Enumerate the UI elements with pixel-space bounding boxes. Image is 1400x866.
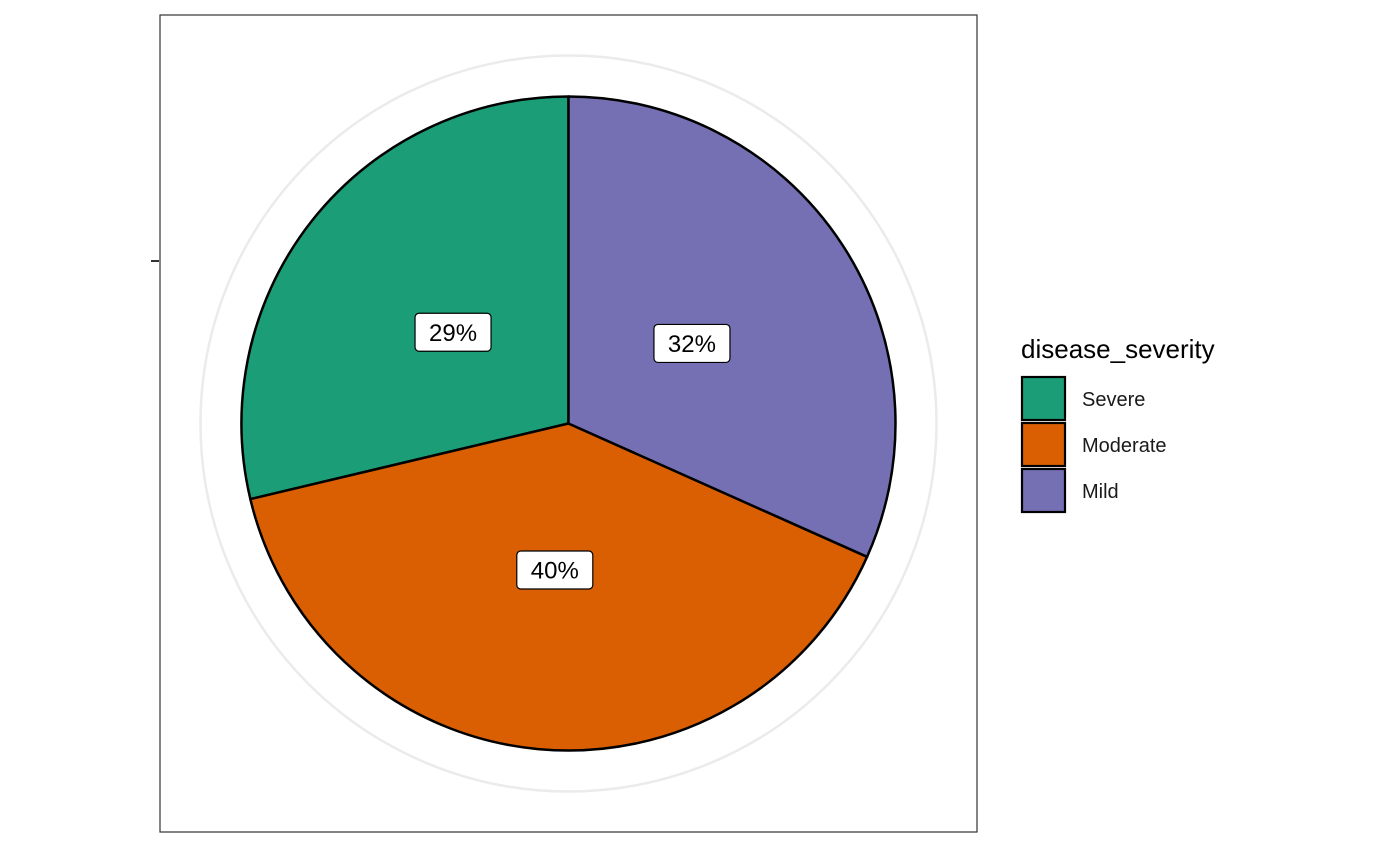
- pie-label-mild: 32%: [653, 323, 731, 364]
- legend-title: disease_severity: [1021, 334, 1215, 364]
- pie-labels: 29% 40% 32%: [414, 312, 731, 590]
- pie-slice-mild: [567, 95, 897, 559]
- pie-label-box: [516, 550, 594, 590]
- pie-label-text: 32%: [668, 331, 716, 358]
- pie-slice-severe: [240, 95, 570, 501]
- legend-key-mild: [1020, 467, 1067, 514]
- pie-label-text: 29%: [429, 320, 477, 347]
- pie-label-text: 40%: [531, 558, 579, 585]
- legend: disease_severity Severe Moderate Mild: [1020, 334, 1215, 514]
- pie-label-moderate: 40%: [516, 550, 594, 590]
- pie-slices: [240, 95, 897, 752]
- legend-label-mild: Mild: [1082, 481, 1119, 503]
- legend-items: Severe Moderate Mild: [1020, 375, 1167, 514]
- legend-label-moderate: Moderate: [1082, 435, 1167, 457]
- radial-gridline: [199, 54, 938, 793]
- pie-label-box: [414, 312, 492, 352]
- pie-label-severe: 29%: [414, 312, 492, 352]
- legend-key-severe: [1020, 375, 1067, 422]
- pie-label-box: [653, 323, 731, 364]
- legend-key-moderate: [1020, 421, 1067, 468]
- legend-label-severe: Severe: [1082, 389, 1145, 411]
